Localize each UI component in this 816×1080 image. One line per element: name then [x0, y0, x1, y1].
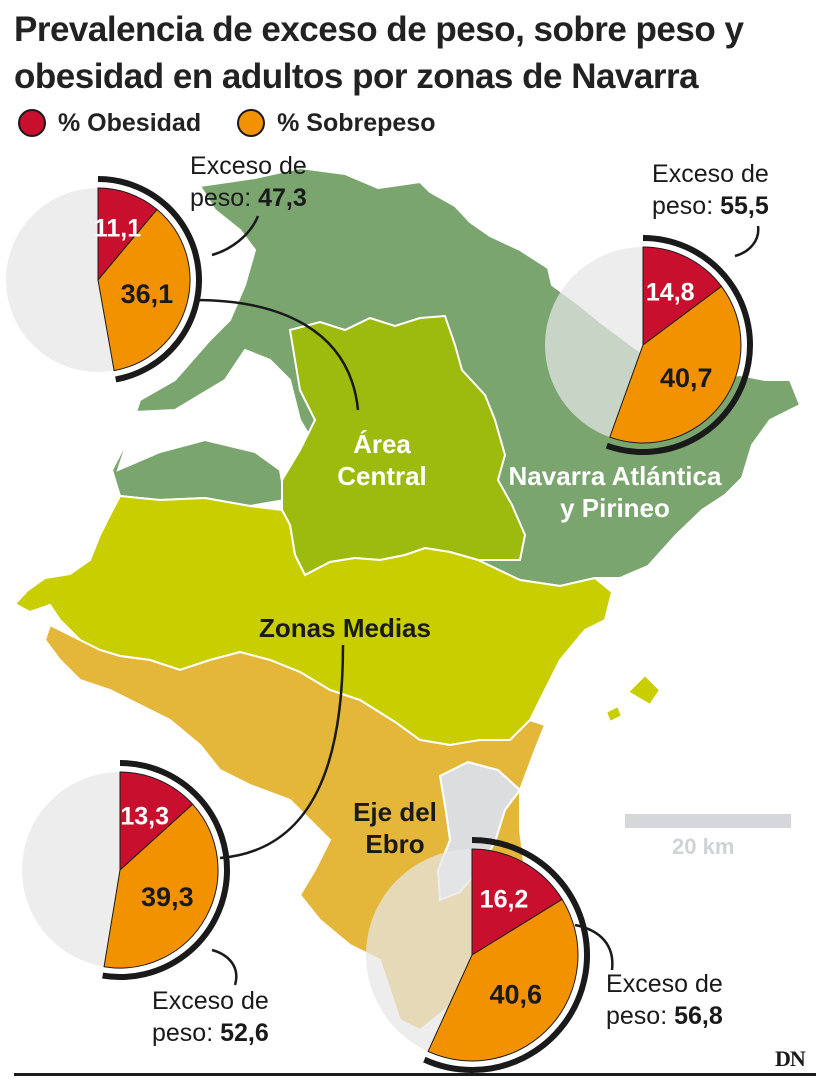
zone-label-ebro-line-1: Eje del — [353, 797, 437, 827]
excess-ebro-line-2: peso: 56,8 — [606, 1000, 723, 1032]
legend: % Obesidad % Sobrepeso — [18, 106, 471, 140]
zone-label-atlantica-line-1: Navarra Atlántica — [508, 461, 722, 491]
excess-label-atlantica: Exceso de peso: 55,5 — [652, 158, 769, 222]
zone-label-medias: Zonas Medias — [245, 612, 445, 644]
excess-medias-line-1: Exceso de — [152, 987, 269, 1015]
pie-slice-overweight-central — [97, 208, 191, 372]
excess-label-ebro: Exceso de peso: 56,8 — [606, 968, 723, 1032]
pie-label-overweight-ebro: 40,6 — [489, 980, 542, 1010]
excess-atlantica-prefix: peso: — [652, 192, 714, 220]
pie-label-overweight-medias: 39,3 — [141, 882, 194, 912]
excess-atlantica-line-2: peso: 55,5 — [652, 190, 769, 222]
pie-slice-overweight-medias — [103, 803, 219, 969]
legend-item-obesity: % Obesidad — [18, 109, 201, 138]
zone-medias-enclave-1 — [626, 673, 662, 707]
zone-label-atlantica-line-2: y Pirineo — [560, 493, 670, 523]
page-title: Prevalencia de exceso de peso, sobre pes… — [14, 6, 804, 100]
pie-slice-obesity-ebro — [471, 848, 563, 956]
excess-leader-ebro — [574, 923, 614, 971]
pie-chart-medias: 13,3 39,3 — [22, 760, 231, 980]
pie-excess-ring-atlantica — [605, 235, 753, 455]
obesity-swatch-icon — [18, 109, 46, 137]
scale-label: 20 km — [672, 834, 735, 859]
excess-ebro-value: 56,8 — [674, 1002, 723, 1030]
overweight-swatch-icon — [237, 109, 266, 137]
zone-medias-enclave-2 — [604, 704, 624, 724]
title-line-1: Prevalencia de exceso de peso, sobre pes… — [14, 10, 744, 49]
excess-medias-value: 52,6 — [220, 1019, 269, 1047]
pie-slice-obesity-central — [97, 187, 158, 282]
zone-label-ebro: Eje del Ebro — [340, 796, 450, 860]
zone-label-medias-line-1: Zonas Medias — [259, 613, 431, 643]
pie-chart-central: 11,1 36,1 — [6, 176, 202, 383]
excess-atlantica-value: 55,5 — [720, 192, 769, 220]
zone-label-central: Área Central — [312, 428, 452, 492]
excess-label-central: Exceso de peso: 47,3 — [190, 150, 307, 214]
excess-central-value: 47,3 — [258, 184, 307, 212]
scale-bar — [625, 814, 791, 828]
pie-label-overweight-central: 36,1 — [121, 279, 174, 309]
excess-central-line-2: peso: 47,3 — [190, 182, 307, 214]
pie-slice-obesity-medias — [119, 771, 194, 872]
pie-slice-overweight-atlantica — [609, 285, 742, 444]
excess-medias-line-2: peso: 52,6 — [152, 1017, 269, 1049]
pie-chart-ebro: 16,2 40,6 — [366, 837, 590, 1073]
excess-leader-atlantica — [734, 225, 760, 258]
excess-central-line-1: Exceso de — [190, 152, 307, 180]
leader-line-medias — [219, 644, 345, 860]
legend-label-obesity: % Obesidad — [58, 108, 202, 137]
zone-label-central-line-1: Área — [353, 429, 411, 459]
legend-label-overweight: % Sobrepeso — [277, 108, 436, 137]
pie-label-obesity-central: 11,1 — [94, 214, 141, 242]
excess-central-prefix: peso: — [190, 184, 252, 212]
pie-excess-ring-central — [97, 176, 202, 383]
pie-slice-overweight-ebro — [427, 898, 579, 1062]
pie-excess-ring-medias — [102, 760, 231, 980]
bottom-rule — [14, 1073, 816, 1076]
source-logo: DN — [775, 1046, 806, 1071]
excess-leader-medias — [211, 948, 238, 986]
excess-ebro-line-1: Exceso de — [606, 970, 723, 998]
title-line-2: obesidad en adultos por zonas de Navarra — [14, 57, 699, 96]
pie-label-overweight-atlantica: 40,7 — [660, 363, 713, 393]
legend-item-overweight: % Sobrepeso — [237, 109, 435, 138]
pie-label-obesity-medias: 13,3 — [120, 802, 169, 830]
pie-label-obesity-atlantica: 14,8 — [646, 279, 695, 307]
zone-label-ebro-line-2: Ebro — [365, 829, 425, 859]
zone-label-atlantica: Navarra Atlántica y Pirineo — [485, 460, 745, 524]
zone-label-central-line-2: Central — [337, 461, 427, 491]
excess-leader-central — [211, 215, 260, 257]
leader-line-central — [194, 298, 360, 411]
pie-slice-obesity-atlantica — [642, 246, 723, 346]
excess-ebro-prefix: peso: — [606, 1002, 668, 1030]
pie-chart-atlantica: 14,8 40,7 — [545, 235, 753, 455]
pie-label-obesity-ebro: 16,2 — [480, 886, 529, 914]
excess-atlantica-line-1: Exceso de — [652, 160, 769, 188]
excess-label-medias: Exceso de peso: 52,6 — [152, 985, 269, 1049]
pie-excess-ring-ebro — [423, 837, 590, 1073]
excess-medias-prefix: peso: — [152, 1019, 214, 1047]
